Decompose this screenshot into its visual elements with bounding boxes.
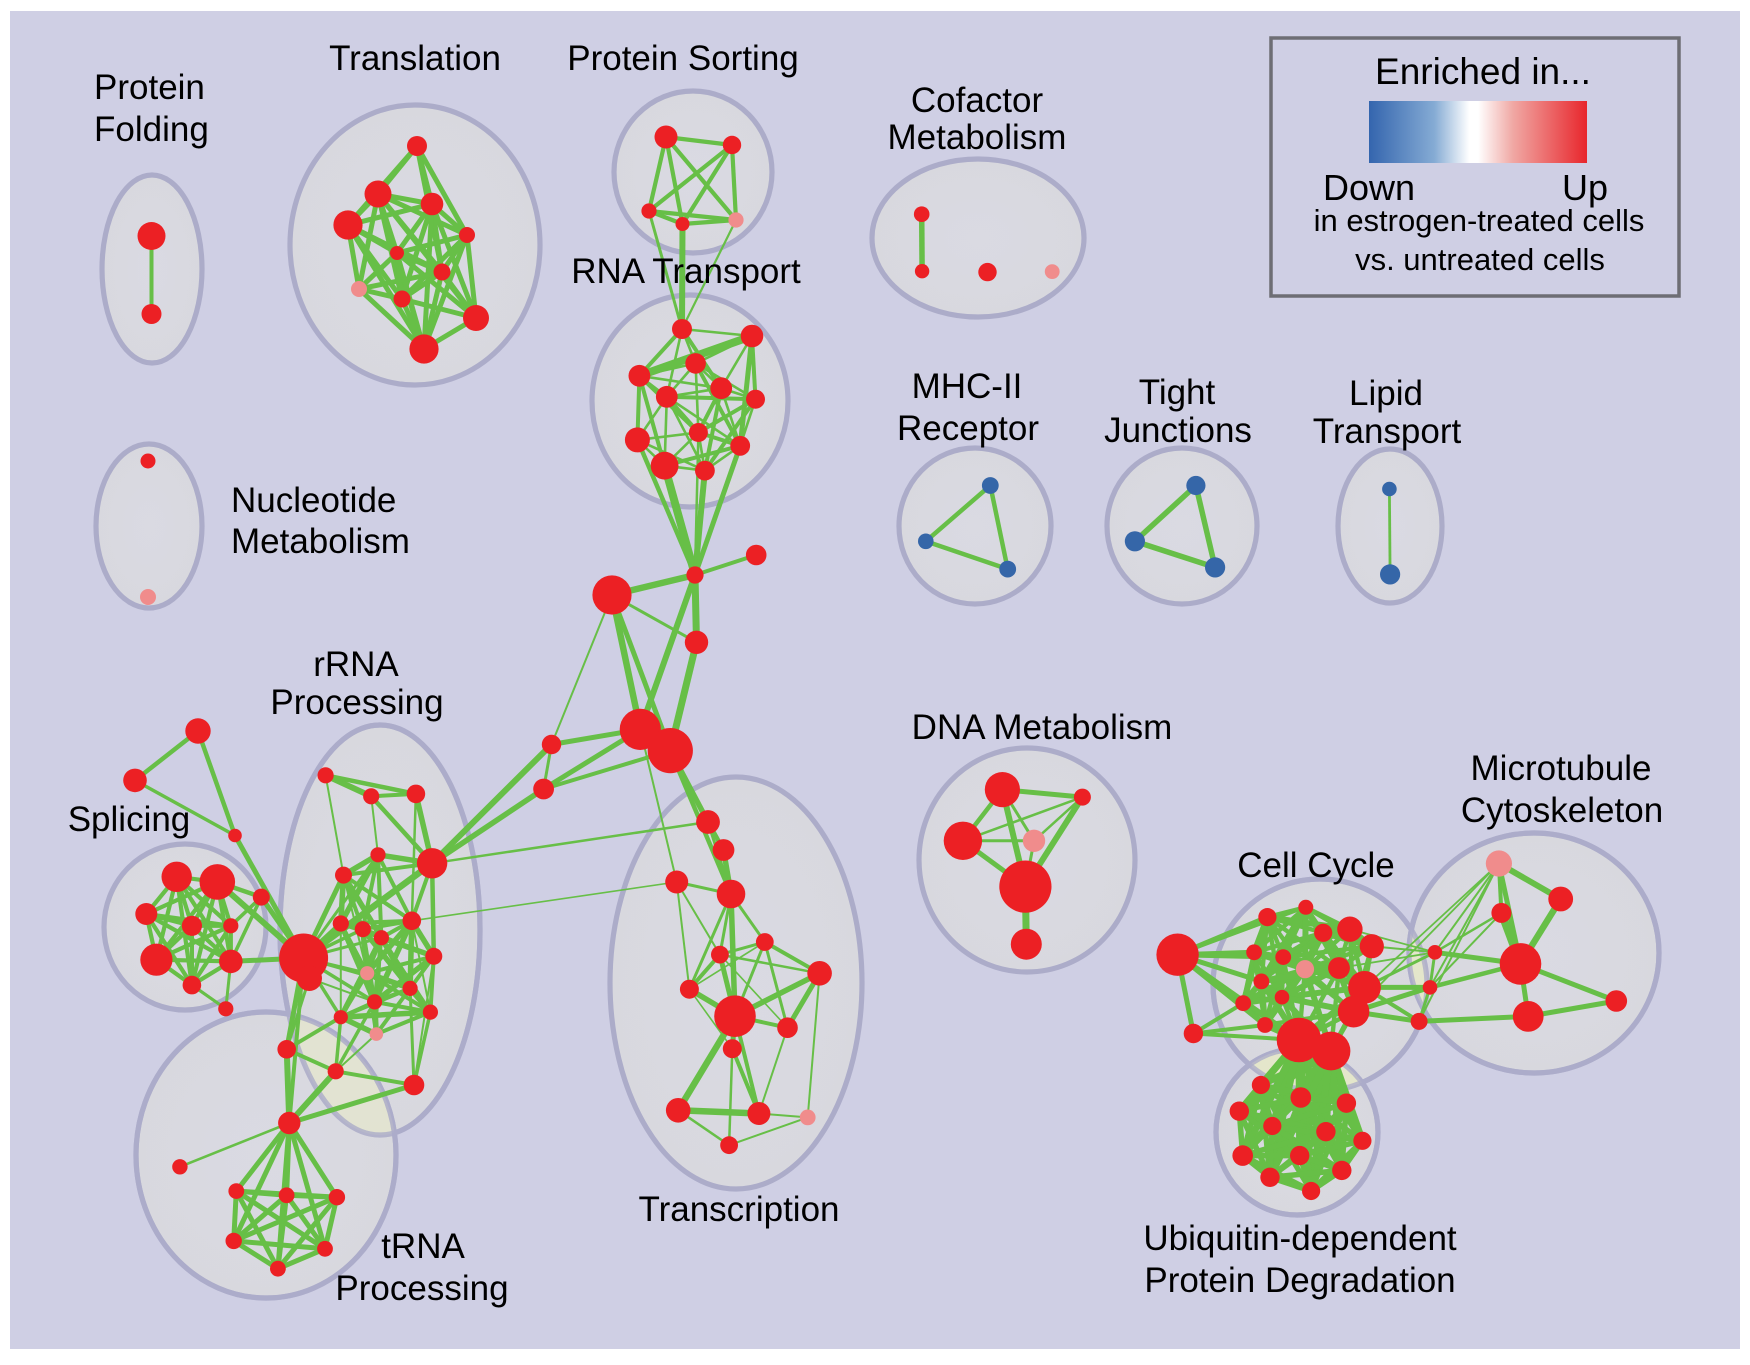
svg-text:DNA Metabolism: DNA Metabolism <box>912 708 1173 747</box>
svg-text:Processing: Processing <box>270 683 443 722</box>
svg-text:Up: Up <box>1562 167 1608 208</box>
svg-text:Cofactor: Cofactor <box>911 81 1044 120</box>
svg-text:Tight: Tight <box>1139 373 1216 412</box>
svg-text:Receptor: Receptor <box>897 409 1039 448</box>
svg-text:Protein Degradation: Protein Degradation <box>1144 1261 1455 1300</box>
svg-text:Translation: Translation <box>329 39 501 78</box>
svg-text:Transcription: Transcription <box>639 1190 840 1229</box>
svg-text:Protein: Protein <box>94 68 205 107</box>
svg-text:Folding: Folding <box>94 110 209 149</box>
svg-text:Junctions: Junctions <box>1104 411 1252 450</box>
svg-text:Microtubule: Microtubule <box>1471 749 1652 788</box>
svg-text:rRNA: rRNA <box>313 645 399 684</box>
svg-text:tRNA: tRNA <box>381 1227 465 1266</box>
svg-text:Metabolism: Metabolism <box>888 118 1067 157</box>
svg-text:Cell Cycle: Cell Cycle <box>1237 846 1395 885</box>
svg-text:Splicing: Splicing <box>68 800 191 839</box>
svg-text:Enriched in...: Enriched in... <box>1375 51 1591 92</box>
svg-text:MHC-II: MHC-II <box>912 367 1023 406</box>
svg-text:Cytoskeleton: Cytoskeleton <box>1461 791 1663 830</box>
svg-text:Nucleotide: Nucleotide <box>231 481 396 520</box>
svg-text:Protein Sorting: Protein Sorting <box>567 39 799 78</box>
svg-text:Metabolism: Metabolism <box>231 522 410 561</box>
svg-text:vs. untreated cells: vs. untreated cells <box>1355 242 1605 277</box>
svg-text:Lipid: Lipid <box>1349 374 1423 413</box>
svg-text:RNA Transport: RNA Transport <box>571 252 801 291</box>
svg-text:in estrogen-treated cells: in estrogen-treated cells <box>1314 203 1645 238</box>
svg-text:Down: Down <box>1323 167 1415 208</box>
svg-text:Ubiquitin-dependent: Ubiquitin-dependent <box>1143 1219 1457 1258</box>
svg-text:Transport: Transport <box>1313 412 1462 451</box>
svg-text:Processing: Processing <box>335 1269 508 1308</box>
